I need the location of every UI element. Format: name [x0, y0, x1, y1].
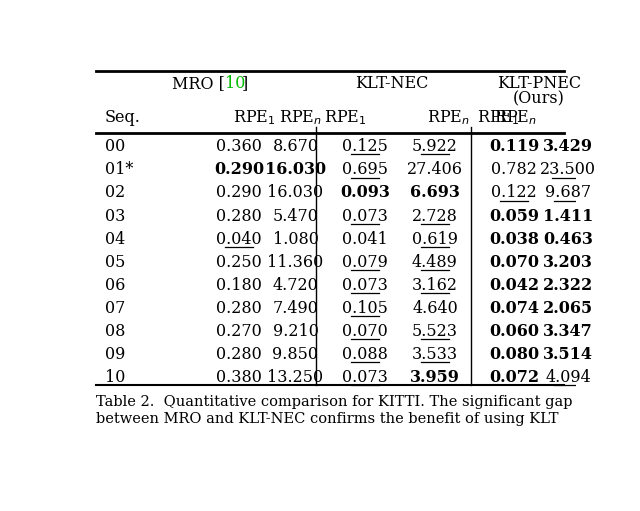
Text: RPE$_n$: RPE$_n$: [280, 108, 323, 127]
Text: RPE$_1$: RPE$_1$: [324, 108, 367, 127]
Text: 0.782: 0.782: [491, 161, 537, 178]
Text: 4.720: 4.720: [273, 277, 318, 294]
Text: RPE$_n$: RPE$_n$: [495, 108, 538, 127]
Text: 3.514: 3.514: [543, 346, 593, 363]
Text: 3.347: 3.347: [543, 323, 593, 340]
Text: KLT-NEC: KLT-NEC: [355, 75, 429, 92]
Text: 3.959: 3.959: [410, 369, 460, 386]
Text: 0.060: 0.060: [489, 323, 539, 340]
Text: Table 2.  Quantitative comparison for KITTI. The significant gap: Table 2. Quantitative comparison for KIT…: [95, 396, 572, 409]
Text: 16.030: 16.030: [265, 161, 326, 178]
Text: 0.280: 0.280: [216, 207, 262, 225]
Text: 8.670: 8.670: [273, 138, 319, 155]
Text: 7.490: 7.490: [273, 300, 318, 317]
Text: 00: 00: [105, 138, 125, 155]
Text: 0.072: 0.072: [489, 369, 539, 386]
Text: 0.074: 0.074: [489, 300, 539, 317]
Text: 0.073: 0.073: [342, 369, 388, 386]
Text: 27.406: 27.406: [407, 161, 463, 178]
Text: 0.125: 0.125: [342, 138, 388, 155]
Text: 2.728: 2.728: [412, 207, 458, 225]
Text: 03: 03: [105, 207, 125, 225]
Text: 09: 09: [105, 346, 125, 363]
Text: 0.250: 0.250: [216, 254, 262, 271]
Text: 6.693: 6.693: [410, 184, 460, 201]
Text: 13.250: 13.250: [268, 369, 323, 386]
Text: 4.640: 4.640: [412, 300, 458, 317]
Text: 1.411: 1.411: [543, 207, 593, 225]
Text: 5.470: 5.470: [273, 207, 318, 225]
Text: 0.070: 0.070: [489, 254, 539, 271]
Text: 0.119: 0.119: [489, 138, 539, 155]
Text: 0.122: 0.122: [491, 184, 537, 201]
Text: Seq.: Seq.: [105, 109, 141, 126]
Text: 0.070: 0.070: [342, 323, 388, 340]
Text: 1.080: 1.080: [273, 230, 318, 248]
Text: 01*: 01*: [105, 161, 133, 178]
Text: 0.290: 0.290: [214, 161, 264, 178]
Text: 0.088: 0.088: [342, 346, 388, 363]
Text: 0.270: 0.270: [216, 323, 262, 340]
Text: 06: 06: [105, 277, 125, 294]
Text: 4.094: 4.094: [545, 369, 591, 386]
Text: 10: 10: [225, 75, 245, 92]
Text: 07: 07: [105, 300, 125, 317]
Text: 0.038: 0.038: [489, 230, 539, 248]
Text: 5.523: 5.523: [412, 323, 458, 340]
Text: 0.380: 0.380: [216, 369, 262, 386]
Text: 9.210: 9.210: [273, 323, 318, 340]
Text: 0.073: 0.073: [342, 277, 388, 294]
Text: 16.030: 16.030: [268, 184, 323, 201]
Text: ]: ]: [242, 75, 248, 92]
Text: RPE$_n$: RPE$_n$: [427, 108, 470, 127]
Text: 3.162: 3.162: [412, 277, 458, 294]
Text: (Ours): (Ours): [513, 90, 565, 107]
Text: 23.500: 23.500: [540, 161, 596, 178]
Text: 3.203: 3.203: [543, 254, 593, 271]
Text: 0.105: 0.105: [342, 300, 388, 317]
Text: 04: 04: [105, 230, 125, 248]
Text: 0.079: 0.079: [342, 254, 388, 271]
Text: 2.322: 2.322: [543, 277, 593, 294]
Text: KLT-PNEC: KLT-PNEC: [497, 75, 581, 92]
Text: 0.280: 0.280: [216, 300, 262, 317]
Text: 0.093: 0.093: [340, 184, 390, 201]
Text: MRO [: MRO [: [172, 75, 225, 92]
Text: RPE$_1$: RPE$_1$: [233, 108, 276, 127]
Text: 9.687: 9.687: [545, 184, 591, 201]
Text: 3.533: 3.533: [412, 346, 458, 363]
Text: 0.463: 0.463: [543, 230, 593, 248]
Text: 10: 10: [105, 369, 125, 386]
Text: RPE$_1$: RPE$_1$: [477, 108, 520, 127]
Text: 0.695: 0.695: [342, 161, 388, 178]
Text: 08: 08: [105, 323, 125, 340]
Text: 0.080: 0.080: [489, 346, 539, 363]
Text: 3.429: 3.429: [543, 138, 593, 155]
Text: 0.290: 0.290: [216, 184, 262, 201]
Text: 2.065: 2.065: [543, 300, 593, 317]
Text: 0.073: 0.073: [342, 207, 388, 225]
Text: 0.619: 0.619: [412, 230, 458, 248]
Text: 0.040: 0.040: [216, 230, 262, 248]
Text: 0.180: 0.180: [216, 277, 262, 294]
Text: 0.280: 0.280: [216, 346, 262, 363]
Text: 02: 02: [105, 184, 125, 201]
Text: 4.489: 4.489: [412, 254, 458, 271]
Text: 05: 05: [105, 254, 125, 271]
Text: 11.360: 11.360: [268, 254, 324, 271]
Text: between MRO and KLT-NEC confirms the benefit of using KLT: between MRO and KLT-NEC confirms the ben…: [95, 412, 558, 426]
Text: 5.922: 5.922: [412, 138, 458, 155]
Text: 9.850: 9.850: [273, 346, 319, 363]
Text: 0.042: 0.042: [489, 277, 539, 294]
Text: 0.360: 0.360: [216, 138, 262, 155]
Text: 0.059: 0.059: [489, 207, 539, 225]
Text: 0.041: 0.041: [342, 230, 388, 248]
